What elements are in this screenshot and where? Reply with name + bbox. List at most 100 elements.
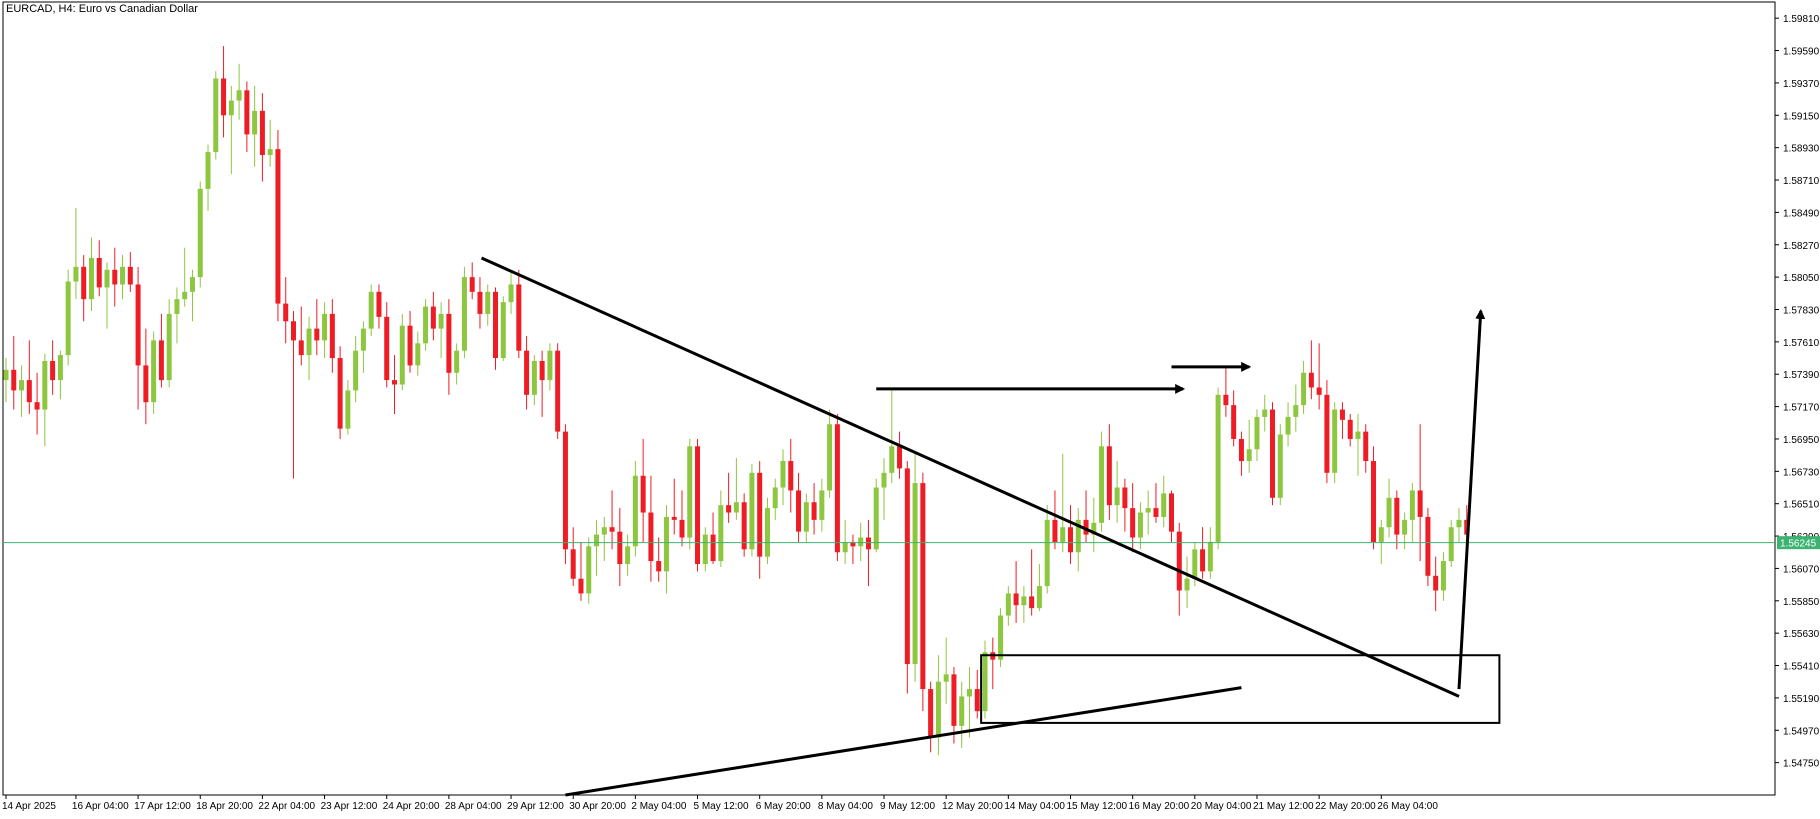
candle: [788, 438, 794, 513]
candle-body: [609, 527, 615, 532]
x-tick-label: 2 May 04:00: [631, 801, 686, 812]
x-tick-label: 21 May 12:00: [1253, 801, 1314, 812]
candle-body: [65, 281, 71, 356]
candle-body: [1363, 431, 1369, 462]
candle-body: [508, 284, 514, 303]
candle-body: [415, 343, 421, 366]
candle: [500, 296, 506, 361]
candle-body: [1231, 405, 1237, 439]
candle-body: [920, 483, 926, 690]
candle: [617, 508, 623, 587]
candle: [1339, 402, 1345, 439]
candle-body: [221, 78, 227, 116]
candle: [189, 269, 195, 322]
x-tick-label: 28 Apr 04:00: [445, 801, 502, 812]
candle-body: [1114, 487, 1120, 506]
candle-body: [982, 652, 988, 712]
candle-body: [399, 325, 405, 385]
candle: [244, 81, 250, 153]
candle: [461, 266, 467, 359]
candle-body: [1036, 586, 1042, 609]
candle: [858, 522, 864, 562]
candle: [65, 269, 71, 366]
candle: [1137, 502, 1143, 550]
x-tick-label: 15 May 12:00: [1066, 801, 1127, 812]
candle-body: [1153, 508, 1159, 517]
candle-body: [360, 328, 366, 351]
candle: [104, 262, 110, 329]
candle: [1013, 561, 1019, 623]
candle-body: [1145, 508, 1151, 513]
candle: [221, 46, 227, 138]
x-tick-label: 6 May 20:00: [756, 801, 811, 812]
candle-body: [166, 313, 172, 381]
candle-body: [1091, 522, 1097, 535]
candle: [726, 472, 732, 523]
candle: [26, 340, 32, 414]
candle: [1106, 424, 1112, 520]
y-tick-label: 1.59370: [1783, 79, 1820, 90]
candle-body: [1262, 409, 1268, 417]
candle-body: [1464, 519, 1470, 535]
candle: [493, 287, 499, 370]
candle: [353, 335, 359, 403]
x-tick-label: 14 Apr 2025: [2, 801, 56, 812]
candle-body: [695, 446, 701, 565]
y-tick-label: 1.56950: [1783, 435, 1820, 446]
candle-body: [500, 302, 506, 359]
candle: [819, 478, 825, 532]
candle-body: [306, 328, 312, 356]
candle-body: [322, 313, 328, 341]
candle-body: [897, 446, 903, 469]
candle-body: [446, 313, 452, 373]
candle-body: [81, 266, 87, 300]
candle: [135, 266, 141, 410]
x-tick-label: 12 May 20:00: [942, 801, 1003, 812]
ascending-trendline: [565, 686, 1242, 797]
candle: [306, 316, 312, 381]
candle: [873, 478, 879, 553]
candle: [1122, 478, 1128, 532]
candle-body: [244, 90, 250, 135]
candle: [1456, 508, 1462, 542]
candle: [329, 299, 335, 373]
y-tick-label: 1.58930: [1783, 144, 1820, 155]
candle-body: [702, 534, 708, 565]
candle: [1402, 512, 1408, 550]
descending-trendline: [480, 256, 1460, 698]
candle: [1238, 431, 1244, 476]
candle-body: [34, 402, 40, 410]
candle-body: [827, 424, 833, 491]
candle-body: [337, 358, 343, 429]
candle: [1270, 402, 1276, 506]
candle-body: [1402, 519, 1408, 535]
candle-body: [1433, 575, 1439, 591]
candle-body: [1394, 497, 1400, 535]
candle-body: [578, 578, 584, 594]
candle-body: [803, 502, 809, 532]
candle: [881, 458, 887, 520]
candle-body: [951, 674, 957, 726]
candle: [1184, 556, 1190, 609]
candle: [586, 537, 592, 604]
candle-body: [764, 508, 770, 557]
candle: [1091, 497, 1097, 553]
candle-body: [1386, 497, 1392, 528]
y-tick-label: 1.57390: [1783, 370, 1820, 381]
candle-body: [881, 472, 887, 488]
candle-body: [516, 284, 522, 351]
candle-body: [601, 527, 607, 535]
candle-body: [1301, 372, 1307, 406]
candle: [601, 516, 607, 562]
candle-body: [1316, 387, 1322, 395]
candle-body: [749, 472, 755, 550]
candle: [360, 321, 366, 373]
candle: [88, 237, 94, 311]
candle: [772, 478, 778, 520]
candle-body: [127, 266, 133, 285]
candle: [42, 353, 48, 447]
candle: [73, 207, 79, 300]
candle: [959, 681, 965, 748]
candle-body: [112, 269, 118, 285]
candle: [1285, 402, 1291, 447]
